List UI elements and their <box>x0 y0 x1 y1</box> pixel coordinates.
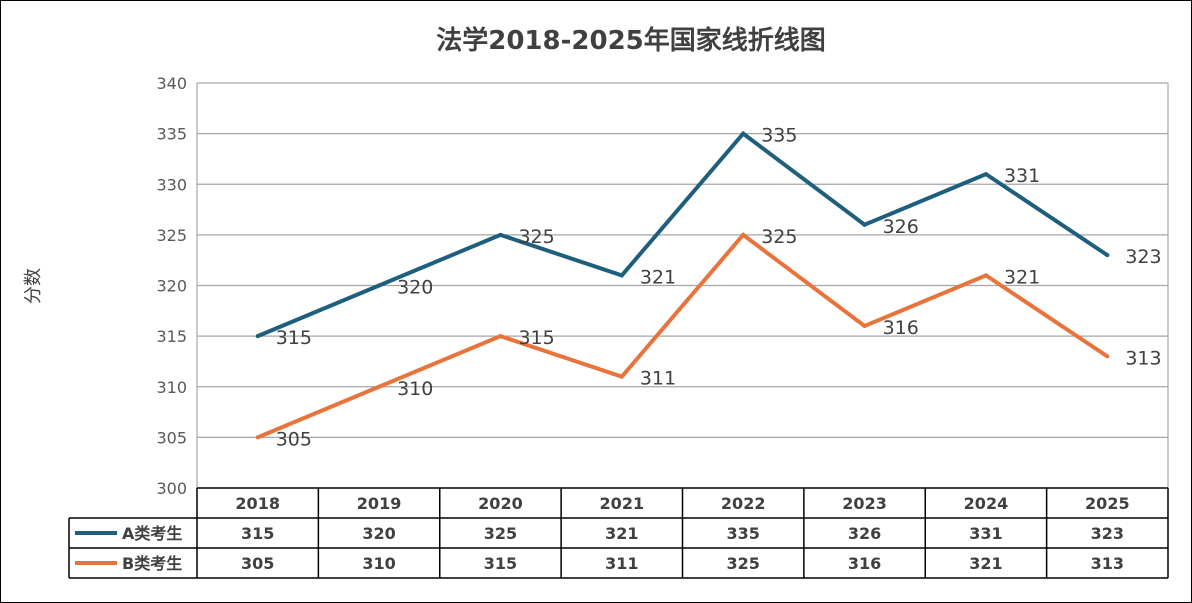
table-cell: 335 <box>726 524 759 543</box>
table-cell: 323 <box>1091 524 1124 543</box>
data-labels: 315 320 325 321 335 326 331 323 305 310 315 311 325 3… <box>276 125 1162 451</box>
data-label: 325 <box>761 226 797 248</box>
legend-label: B类考生 <box>122 554 182 573</box>
series-line <box>256 130 1109 338</box>
data-table: 2018 2019 2020 2021 2022 2023 2024 2025 A类考生 315 3… <box>68 487 1169 579</box>
y-tick-label: 320 <box>156 277 187 296</box>
data-label: 323 <box>1125 246 1161 268</box>
data-point <box>983 172 988 177</box>
data-label: 320 <box>397 277 433 299</box>
table-cell: 320 <box>362 524 395 543</box>
data-point <box>862 222 867 227</box>
table-cell: 311 <box>605 554 638 573</box>
gridlines <box>196 82 1169 488</box>
table-cell: 325 <box>484 524 517 543</box>
table-cell: 310 <box>362 554 395 573</box>
data-point <box>255 435 260 440</box>
data-label: 326 <box>883 216 919 238</box>
table-cell: 305 <box>241 554 274 573</box>
table-cell: 325 <box>726 554 759 573</box>
table-cell: 316 <box>848 554 881 573</box>
y-tick-label: 340 <box>156 74 187 93</box>
data-label: 315 <box>276 327 312 349</box>
data-label: 331 <box>1004 165 1040 187</box>
x-tick-label: 2020 <box>478 494 523 513</box>
x-tick-label: 2021 <box>600 494 645 513</box>
table-cell: 331 <box>969 524 1002 543</box>
data-point <box>1105 253 1110 258</box>
series-lines <box>255 130 1110 440</box>
table-cell: 315 <box>484 554 517 573</box>
y-tick-label: 305 <box>156 428 187 447</box>
y-tick-label: 330 <box>156 175 187 194</box>
table-cell: 321 <box>605 524 638 543</box>
table-cell: 313 <box>1091 554 1124 573</box>
data-label: 313 <box>1125 347 1161 369</box>
data-point <box>377 384 382 389</box>
legend-label: A类考生 <box>122 524 182 543</box>
data-point <box>498 334 503 339</box>
data-label: 335 <box>761 125 797 147</box>
table-cell: 321 <box>969 554 1002 573</box>
y-tick-label: 325 <box>156 226 187 245</box>
y-tick-label: 335 <box>156 125 187 144</box>
x-tick-label: 2018 <box>235 494 280 513</box>
data-point <box>862 324 867 328</box>
data-label: 325 <box>518 226 554 248</box>
x-tick-label: 2022 <box>721 494 766 513</box>
data-label: 316 <box>883 317 919 339</box>
chart-title: 法学2018-2025年国家线折线图 <box>436 25 826 56</box>
data-label: 305 <box>276 428 312 450</box>
data-label: 311 <box>640 368 676 390</box>
data-point <box>255 334 260 339</box>
y-tick-label: 315 <box>156 327 187 346</box>
data-point <box>619 374 624 379</box>
data-point <box>377 283 382 288</box>
x-tick-label: 2024 <box>964 494 1009 513</box>
table-cell: 326 <box>848 524 881 543</box>
series-line <box>256 232 1109 440</box>
y-tick-labels: 300 305 310 315 320 325 330 335 340 <box>156 74 187 498</box>
data-label: 321 <box>1004 266 1040 288</box>
data-point <box>619 273 624 278</box>
data-point <box>983 273 988 278</box>
data-label: 321 <box>640 266 676 288</box>
data-point <box>741 232 746 237</box>
y-axis-label: 分数 <box>23 268 44 304</box>
data-label: 310 <box>397 378 433 400</box>
data-label: 315 <box>518 327 554 349</box>
y-tick-label: 300 <box>156 479 187 498</box>
x-tick-label: 2019 <box>357 494 402 513</box>
x-tick-label: 2025 <box>1085 494 1130 513</box>
data-point <box>741 131 746 136</box>
data-point <box>1105 354 1110 359</box>
y-tick-label: 310 <box>156 378 187 397</box>
table-cell: 315 <box>241 524 274 543</box>
x-tick-label: 2023 <box>842 494 887 513</box>
data-point <box>498 232 503 237</box>
